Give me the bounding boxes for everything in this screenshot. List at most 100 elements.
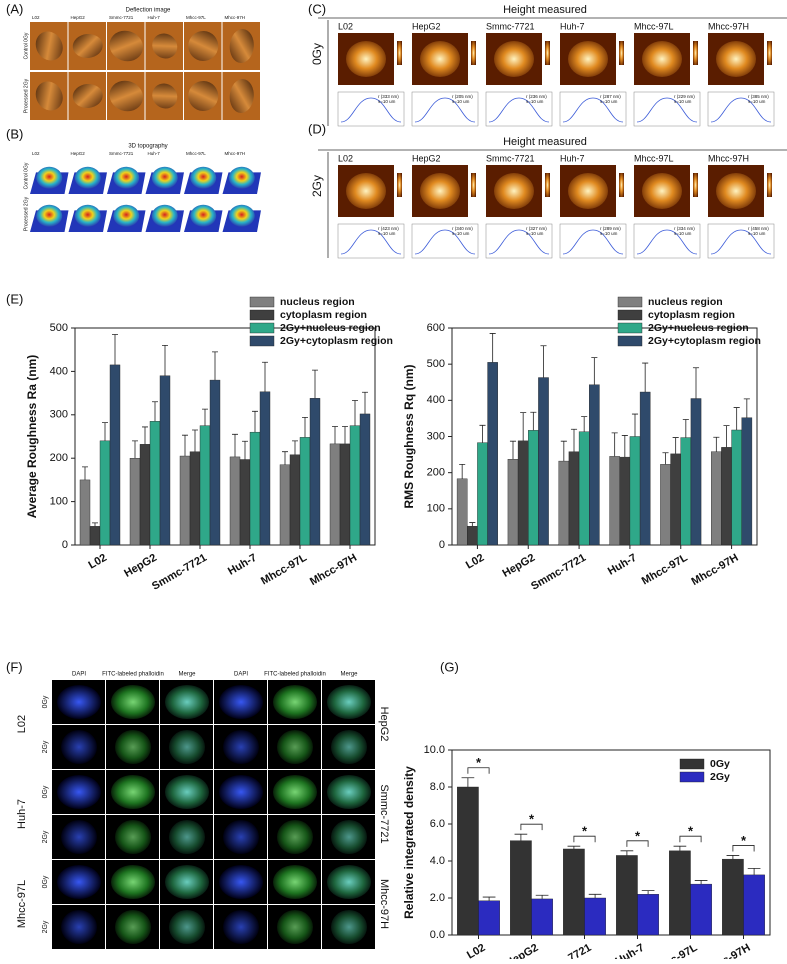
topo-peak	[190, 204, 217, 227]
cell-label: Huh-7	[560, 21, 585, 31]
cells	[169, 910, 205, 944]
profile-s: s=10 um	[600, 99, 618, 104]
cell-shape	[642, 173, 682, 209]
error-bar	[152, 401, 158, 422]
profile-s: s=10 um	[748, 99, 766, 104]
topo-peak	[36, 204, 63, 227]
x-tick-label: HepG2	[504, 942, 541, 959]
error-bar	[292, 440, 298, 455]
bar	[558, 460, 570, 546]
legend-swatch	[617, 296, 643, 308]
cells	[219, 775, 263, 809]
y-tick-label: 500	[427, 358, 445, 370]
topo-peak	[151, 204, 178, 227]
panel-label: (B)	[6, 126, 23, 141]
profile-line	[488, 229, 550, 255]
legend-swatch	[679, 771, 705, 783]
dose-label: 2Gy	[42, 920, 49, 933]
x-tick-label: HepG2	[122, 552, 159, 580]
row-label: Huh-7	[16, 799, 28, 829]
cell-label: Smmc-7721	[109, 151, 134, 156]
error-bar	[82, 466, 88, 480]
cells	[165, 685, 209, 719]
bar	[517, 440, 529, 546]
significance-bracket	[732, 845, 755, 852]
y-axis-label: RMS Roughness Rq (nm)	[402, 365, 416, 509]
profile-r: r (205 nm)	[452, 94, 473, 99]
significance-bracket	[626, 840, 649, 847]
profile-line	[710, 229, 772, 255]
cell-label: Mhcc-97L	[186, 151, 206, 156]
row-label: Mhcc-97H	[378, 879, 390, 929]
cells	[277, 730, 313, 764]
cells	[327, 865, 371, 899]
cell-label: Smmc-7721	[486, 153, 535, 163]
error-bar	[514, 833, 528, 841]
topo-peak	[36, 166, 63, 189]
bar	[578, 431, 590, 546]
bar	[680, 437, 692, 546]
color-bar	[693, 41, 698, 65]
error-bar	[672, 437, 679, 454]
cell-shape	[109, 80, 144, 112]
legend-swatch	[617, 335, 643, 347]
profile-line	[340, 229, 402, 255]
panel-label: (F)	[6, 659, 23, 674]
legend-label: nucleus region	[648, 296, 723, 308]
significance-bracket	[467, 767, 490, 774]
y-axis-label: Average Roughness Ra (nm)	[25, 355, 39, 519]
error-bar	[252, 410, 258, 433]
color-bar	[619, 173, 624, 197]
dose-label: 0Gy	[42, 785, 49, 798]
bar	[722, 858, 744, 936]
significance-mark: *	[582, 824, 588, 839]
color-bar	[545, 173, 550, 197]
profile-r: r (333 nm)	[378, 94, 399, 99]
cells	[331, 820, 367, 854]
x-tick-label: Smmc-7721	[150, 552, 209, 593]
x-tick-label: Mhcc-97H	[308, 552, 359, 588]
cell-label: HepG2	[412, 153, 441, 163]
cell-shape	[420, 41, 460, 77]
bar	[670, 453, 681, 546]
y-tick-label: 500	[50, 322, 68, 334]
error-bar	[673, 845, 687, 851]
legend-label: nucleus region	[280, 296, 355, 308]
cell-shape	[188, 31, 219, 61]
column-label: DAPI	[234, 672, 248, 678]
bar	[639, 391, 651, 546]
bar	[359, 413, 371, 546]
cells	[115, 820, 151, 854]
x-tick-label: Huh-7	[226, 552, 259, 578]
error-bar	[461, 777, 475, 787]
cell-shape	[716, 41, 756, 77]
error-bar	[232, 433, 238, 457]
y-tick-label: 4.0	[430, 855, 445, 867]
bar	[239, 459, 251, 546]
bar	[349, 425, 361, 546]
bar	[299, 437, 311, 546]
bar	[616, 855, 638, 936]
error-bar	[142, 426, 148, 445]
row-label: Control 0Gy	[23, 32, 29, 59]
significance-bracket	[679, 835, 702, 843]
error-bar	[489, 333, 496, 363]
cells	[61, 820, 97, 854]
bar	[289, 454, 301, 546]
cells	[165, 775, 209, 809]
bar	[456, 478, 468, 546]
error-bar	[567, 845, 581, 849]
bar	[531, 898, 553, 936]
cell-label: L02	[32, 151, 40, 156]
panel-label: (A)	[6, 1, 23, 16]
legend-label: 2Gy	[710, 771, 730, 783]
y-tick-label: 400	[50, 365, 68, 377]
error-bar	[212, 351, 218, 381]
significance-mark: *	[476, 755, 482, 770]
error-bar	[535, 894, 549, 899]
legend-swatch	[679, 758, 705, 770]
dose-label: 0Gy	[310, 43, 324, 65]
column-label: Merge	[340, 672, 358, 678]
cells	[57, 865, 101, 899]
